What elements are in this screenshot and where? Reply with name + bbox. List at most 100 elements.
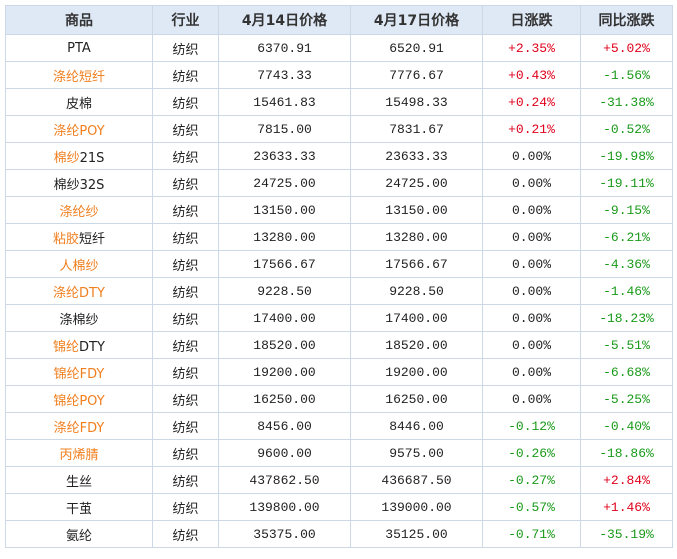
daily-change-cell: 0.00% [482, 142, 581, 170]
commodity-link[interactable]: 棉纱 [53, 150, 80, 166]
yoy-change-cell: +2.84% [580, 466, 673, 494]
commodity-link[interactable]: 丙烯腈 [59, 447, 99, 463]
price-cell: 9600.00 [218, 439, 351, 467]
price-cell: 16250.00 [218, 385, 351, 413]
commodity-name: 生丝 [65, 474, 92, 490]
daily-change-cell: +2.35% [482, 34, 581, 62]
commodity-link[interactable]: 涤纶短纤 [52, 69, 105, 85]
commodity-cell: 锦纶FDY [5, 358, 153, 386]
price-cell: 139000.00 [350, 493, 483, 521]
commodity-cell: 皮棉 [5, 88, 153, 116]
header-row: 商品 行业 4月14日价格 4月17日价格 日涨跌 同比涨跌 [5, 5, 673, 35]
price-cell: 7776.67 [350, 61, 483, 89]
industry-cell: 纺织 [152, 358, 219, 386]
table-row: 涤纶FDY 纺织 8456.00 8446.00 -0.12% -0.40% [5, 412, 673, 440]
table-row: 丙烯腈 纺织 9600.00 9575.00 -0.26% -18.86% [5, 439, 673, 467]
commodity-cell: 锦纶POY [5, 385, 153, 413]
industry-cell: 纺织 [152, 196, 219, 224]
yoy-change-cell: -35.19% [580, 520, 673, 548]
industry-cell: 纺织 [152, 493, 219, 521]
industry-cell: 纺织 [152, 520, 219, 548]
commodity-link[interactable]: 锦纶 [53, 339, 80, 355]
price-cell: 17566.67 [218, 250, 351, 278]
commodity-cell: 粘胶短纤 [5, 223, 153, 251]
daily-change-cell: -0.27% [482, 466, 581, 494]
table-row: 粘胶短纤 纺织 13280.00 13280.00 0.00% -6.21% [5, 223, 673, 251]
commodity-name: 氨纶 [65, 528, 92, 544]
price-cell: 15461.83 [218, 88, 351, 116]
price-cell: 8446.00 [350, 412, 483, 440]
table-row: 棉纱32S 纺织 24725.00 24725.00 0.00% -19.11% [5, 169, 673, 197]
yoy-change-cell: -5.51% [580, 331, 673, 359]
commodity-name: PTA [67, 40, 91, 56]
commodity-cell: 涤纶DTY [5, 277, 153, 305]
daily-change-cell: 0.00% [482, 304, 581, 332]
commodity-cell: 涤纶FDY [5, 412, 153, 440]
daily-change-cell: +0.24% [482, 88, 581, 116]
daily-change-cell: 0.00% [482, 196, 581, 224]
price-cell: 24725.00 [350, 169, 483, 197]
table-row: 生丝 纺织 437862.50 436687.50 -0.27% +2.84% [5, 466, 673, 494]
industry-cell: 纺织 [152, 277, 219, 305]
table-row: PTA 纺织 6370.91 6520.91 +2.35% +5.02% [5, 34, 673, 62]
yoy-change-cell: -18.23% [580, 304, 673, 332]
price-cell: 18520.00 [350, 331, 483, 359]
commodity-link[interactable]: 涤纶POY [53, 123, 105, 139]
commodity-link[interactable]: 人棉纱 [59, 258, 99, 274]
commodity-name: 短纤 [79, 231, 106, 247]
daily-change-cell: 0.00% [482, 169, 581, 197]
table-row: 锦纶DTY 纺织 18520.00 18520.00 0.00% -5.51% [5, 331, 673, 359]
table-row: 锦纶FDY 纺织 19200.00 19200.00 0.00% -6.68% [5, 358, 673, 386]
price-cell: 139800.00 [218, 493, 351, 521]
price-cell: 8456.00 [218, 412, 351, 440]
commodity-link[interactable]: 锦纶POY [53, 393, 105, 409]
daily-change-cell: 0.00% [482, 385, 581, 413]
industry-cell: 纺织 [152, 304, 219, 332]
table-row: 涤纶POY 纺织 7815.00 7831.67 +0.21% -0.52% [5, 115, 673, 143]
commodity-link[interactable]: 锦纶FDY [53, 366, 105, 382]
commodity-cell: 涤纶短纤 [5, 61, 153, 89]
column-header: 行业 [152, 5, 219, 35]
commodity-name: 棉纱32S [53, 177, 105, 193]
commodity-link[interactable]: 涤纶纱 [59, 204, 99, 220]
industry-cell: 纺织 [152, 169, 219, 197]
daily-change-cell: -0.71% [482, 520, 581, 548]
price-cell: 19200.00 [350, 358, 483, 386]
price-cell: 17400.00 [350, 304, 483, 332]
commodity-cell: 氨纶 [5, 520, 153, 548]
yoy-change-cell: -1.46% [580, 277, 673, 305]
daily-change-cell: 0.00% [482, 358, 581, 386]
price-cell: 7743.33 [218, 61, 351, 89]
daily-change-cell: 0.00% [482, 277, 581, 305]
commodity-cell: 生丝 [5, 466, 153, 494]
commodity-link[interactable]: 涤纶DTY [53, 285, 105, 301]
commodity-link[interactable]: 涤纶FDY [53, 420, 105, 436]
commodity-link[interactable]: 粘胶 [52, 231, 79, 247]
industry-cell: 纺织 [152, 466, 219, 494]
column-header: 4月14日价格 [218, 5, 351, 35]
industry-cell: 纺织 [152, 412, 219, 440]
industry-cell: 纺织 [152, 439, 219, 467]
yoy-change-cell: -31.38% [580, 88, 673, 116]
commodity-cell: PTA [5, 34, 153, 62]
price-cell: 6370.91 [218, 34, 351, 62]
yoy-change-cell: -1.56% [580, 61, 673, 89]
price-cell: 17400.00 [218, 304, 351, 332]
price-cell: 9228.50 [218, 277, 351, 305]
yoy-change-cell: -18.86% [580, 439, 673, 467]
price-cell: 437862.50 [218, 466, 351, 494]
commodity-name: 皮棉 [65, 96, 92, 112]
industry-cell: 纺织 [152, 61, 219, 89]
price-cell: 436687.50 [350, 466, 483, 494]
price-cell: 9228.50 [350, 277, 483, 305]
table-row: 氨纶 纺织 35375.00 35125.00 -0.71% -35.19% [5, 520, 673, 548]
table-row: 涤棉纱 纺织 17400.00 17400.00 0.00% -18.23% [5, 304, 673, 332]
price-cell: 18520.00 [218, 331, 351, 359]
table-row: 棉纱21S 纺织 23633.33 23633.33 0.00% -19.98% [5, 142, 673, 170]
price-cell: 13280.00 [350, 223, 483, 251]
yoy-change-cell: +5.02% [580, 34, 673, 62]
price-cell: 13150.00 [218, 196, 351, 224]
table-head: 商品 行业 4月14日价格 4月17日价格 日涨跌 同比涨跌 [5, 5, 673, 35]
